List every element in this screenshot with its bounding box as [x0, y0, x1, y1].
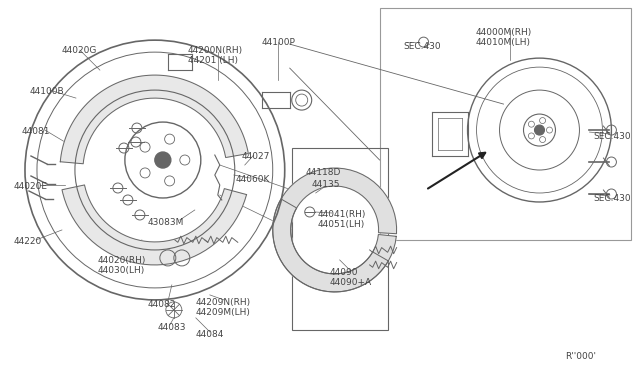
Text: SEC.430: SEC.430 — [593, 194, 631, 203]
Circle shape — [155, 152, 171, 168]
Bar — [292, 148, 388, 330]
Text: 44020G: 44020G — [62, 46, 97, 55]
Text: 44083: 44083 — [158, 323, 186, 332]
Text: 44118D: 44118D — [306, 168, 341, 177]
Text: 44060K: 44060K — [236, 175, 270, 184]
Text: 44090+A: 44090+A — [330, 278, 372, 287]
Bar — [380, 8, 632, 240]
Text: 44000M(RH): 44000M(RH) — [476, 28, 532, 37]
Text: 43083M: 43083M — [148, 218, 184, 227]
Text: 44200N(RH): 44200N(RH) — [188, 46, 243, 55]
Text: 44084: 44084 — [196, 330, 224, 339]
Polygon shape — [60, 75, 248, 164]
Text: 44220: 44220 — [14, 237, 42, 246]
Circle shape — [534, 125, 545, 135]
Polygon shape — [273, 199, 388, 292]
Text: SEC.430: SEC.430 — [404, 42, 441, 51]
Text: SEC.430: SEC.430 — [593, 132, 631, 141]
Text: 44082: 44082 — [148, 300, 176, 309]
Text: 44030(LH): 44030(LH) — [98, 266, 145, 275]
Text: R''000': R''000' — [566, 352, 596, 361]
Text: 44100B: 44100B — [30, 87, 65, 96]
Text: 44081: 44081 — [22, 127, 51, 136]
Text: 44020E: 44020E — [14, 182, 48, 191]
Text: 44051(LH): 44051(LH) — [317, 220, 365, 229]
Text: 44209M(LH): 44209M(LH) — [196, 308, 251, 317]
Text: 44201 (LH): 44201 (LH) — [188, 56, 238, 65]
Text: 44041(RH): 44041(RH) — [317, 210, 366, 219]
Text: 44027: 44027 — [242, 152, 270, 161]
Text: 44209N(RH): 44209N(RH) — [196, 298, 251, 307]
Polygon shape — [273, 168, 397, 292]
Text: 44020(RH): 44020(RH) — [98, 256, 147, 265]
Text: 44010M(LH): 44010M(LH) — [476, 38, 531, 47]
Text: 44090: 44090 — [330, 268, 358, 277]
Text: 44100P: 44100P — [262, 38, 296, 47]
Polygon shape — [62, 185, 246, 265]
Text: 44135: 44135 — [312, 180, 340, 189]
